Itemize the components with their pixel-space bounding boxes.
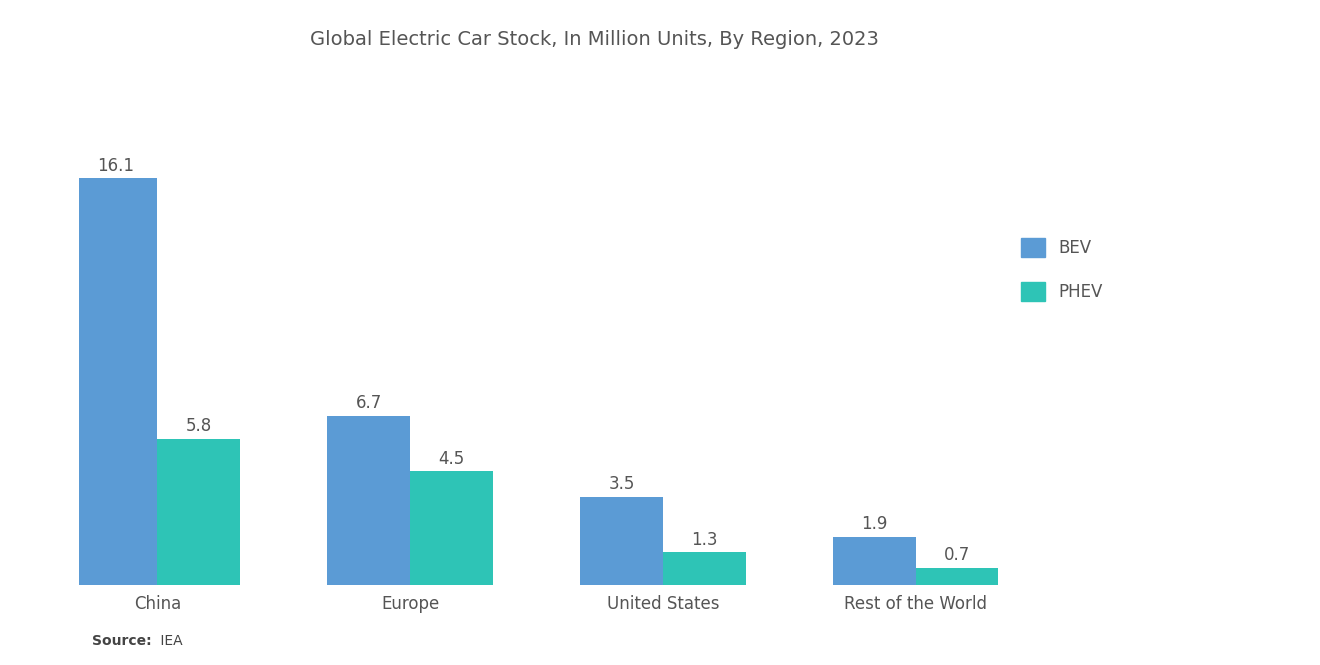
Text: Source:: Source: <box>92 634 152 648</box>
Bar <box>411 471 492 585</box>
Text: 5.8: 5.8 <box>186 417 211 435</box>
Bar <box>663 553 746 585</box>
Bar <box>833 537 916 585</box>
Bar <box>916 567 998 585</box>
Bar <box>157 439 240 585</box>
Text: 16.1: 16.1 <box>98 156 135 174</box>
Text: 6.7: 6.7 <box>355 394 381 412</box>
Text: 4.5: 4.5 <box>438 450 465 467</box>
Legend: BEV, PHEV: BEV, PHEV <box>1012 229 1110 310</box>
Text: 3.5: 3.5 <box>609 475 635 493</box>
Title: Global Electric Car Stock, In Million Units, By Region, 2023: Global Electric Car Stock, In Million Un… <box>310 30 878 49</box>
Bar <box>75 178 157 585</box>
Bar <box>581 497 663 585</box>
Text: IEA: IEA <box>156 634 182 648</box>
Text: 1.9: 1.9 <box>861 515 887 533</box>
Text: 1.3: 1.3 <box>692 531 718 549</box>
Text: 0.7: 0.7 <box>944 546 970 564</box>
Bar <box>327 416 411 585</box>
